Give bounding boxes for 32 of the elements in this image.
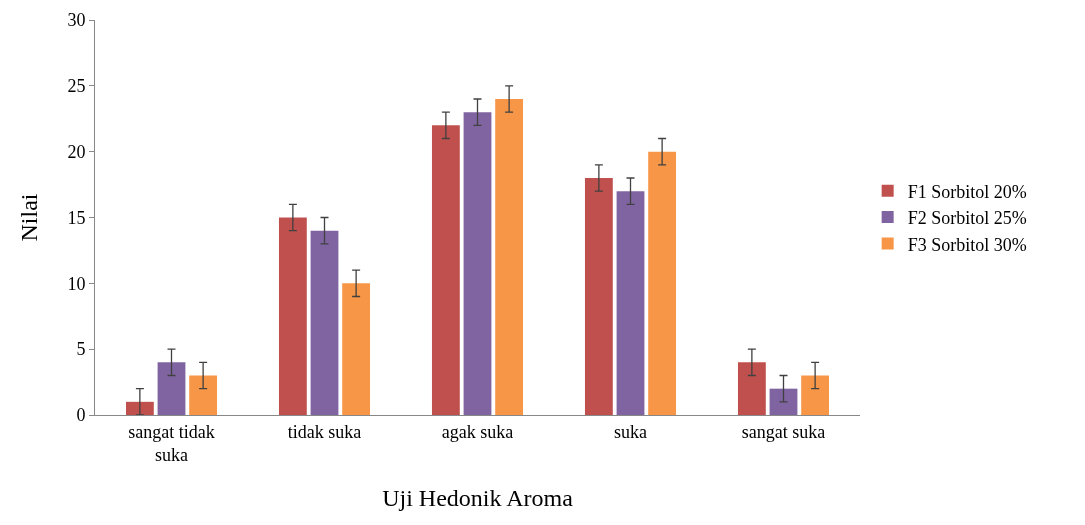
legend-label: F2 Sorbitol 25%: [907, 208, 1027, 229]
y-tick-label: 10: [67, 273, 86, 294]
bar: [737, 362, 766, 415]
x-tick-label: agak suka: [441, 421, 514, 442]
y-tick-label: 5: [76, 339, 86, 360]
legend-label: F1 Sorbitol 20%: [907, 181, 1027, 202]
bar: [616, 191, 645, 415]
bar: [125, 401, 154, 415]
legend-label: F3 Sorbitol 30%: [907, 234, 1027, 255]
y-tick-label: 30: [67, 10, 86, 31]
bar: [769, 388, 798, 415]
bar: [278, 217, 307, 415]
x-tick-label: sangat suka: [741, 421, 826, 442]
bar: [189, 375, 218, 415]
y-axis-title: Nilai: [16, 193, 42, 242]
bar: [495, 99, 524, 415]
bar: [431, 125, 460, 415]
bar: [801, 375, 830, 415]
x-tick-label: sangat tidak suka: [128, 421, 215, 465]
bar: [648, 151, 677, 415]
bar: [584, 178, 613, 415]
bar: [310, 230, 339, 415]
x-tick-label: suka: [614, 421, 647, 442]
y-tick-label: 0: [76, 405, 86, 426]
bar: [342, 283, 371, 415]
y-tick-label: 25: [67, 76, 86, 97]
y-tick-label: 20: [67, 141, 86, 162]
x-axis-title: Uji Hedonik Aroma: [382, 485, 574, 512]
bar: [157, 362, 186, 415]
y-tick-label: 15: [67, 207, 86, 228]
bar: [463, 112, 492, 415]
x-tick-label: tidak suka: [287, 421, 362, 442]
